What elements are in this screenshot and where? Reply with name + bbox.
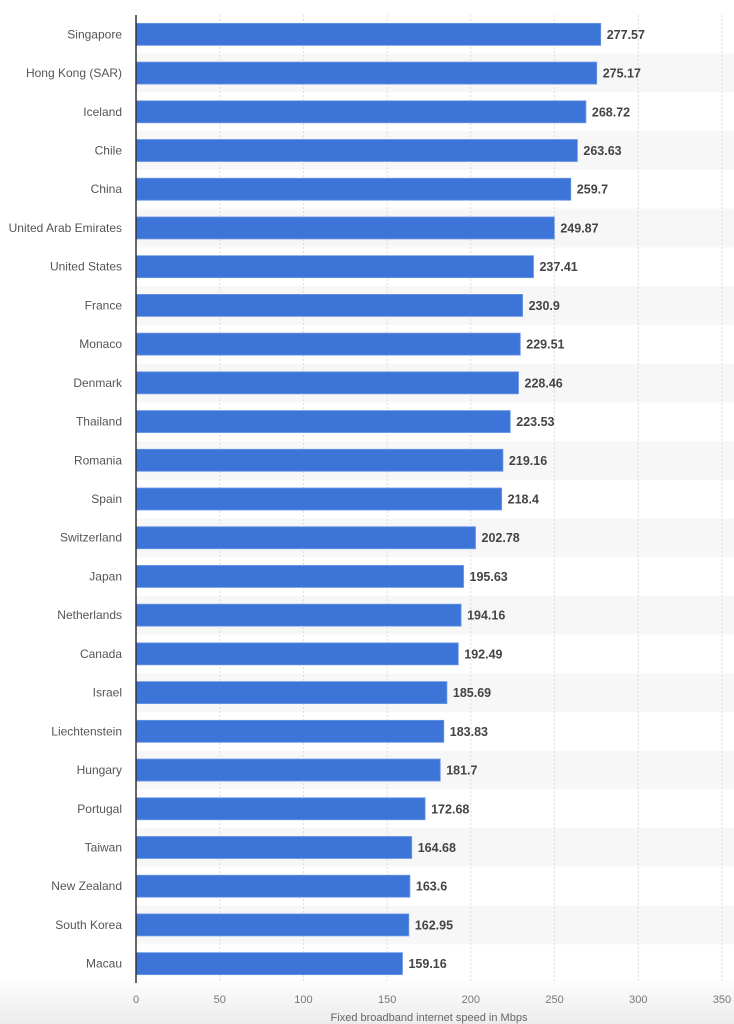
- data-label: 277.57: [607, 28, 645, 42]
- category-label: Hungary: [77, 763, 122, 777]
- data-label: 218.4: [508, 493, 539, 507]
- data-label: 183.83: [450, 725, 488, 739]
- category-label: France: [85, 298, 123, 312]
- data-label: 263.63: [583, 144, 621, 158]
- data-label: 185.69: [453, 686, 491, 700]
- bar[interactable]: [135, 293, 523, 317]
- bar[interactable]: [135, 565, 464, 588]
- data-label: 223.53: [516, 415, 554, 429]
- bar[interactable]: [135, 836, 413, 859]
- category-label: United States: [50, 260, 122, 274]
- category-label: Switzerland: [60, 531, 122, 545]
- bar[interactable]: [135, 22, 602, 46]
- bar[interactable]: [135, 139, 578, 162]
- data-label: 259.7: [577, 183, 608, 197]
- x-tick-label: 100: [294, 994, 312, 1006]
- bar[interactable]: [135, 216, 555, 240]
- bar[interactable]: [135, 952, 403, 976]
- bar[interactable]: [135, 758, 441, 782]
- data-label: 164.68: [418, 841, 456, 855]
- bar[interactable]: [135, 255, 534, 279]
- bar[interactable]: [135, 410, 511, 433]
- category-label: Chile: [95, 144, 123, 158]
- data-label: 162.95: [415, 918, 453, 932]
- data-label: 194.16: [467, 609, 505, 623]
- data-label: 159.16: [408, 957, 446, 971]
- x-tick-label: 50: [214, 994, 226, 1006]
- bar[interactable]: [135, 719, 445, 743]
- data-label: 181.7: [446, 764, 477, 778]
- category-label: Canada: [80, 647, 122, 661]
- bar[interactable]: [135, 913, 410, 937]
- bar[interactable]: [135, 526, 476, 550]
- x-tick-label: 250: [545, 994, 563, 1006]
- category-label: Thailand: [76, 415, 122, 429]
- category-label: Spain: [91, 492, 122, 506]
- x-tick-label: 0: [133, 994, 139, 1006]
- data-label: 268.72: [592, 105, 630, 119]
- category-label: Netherlands: [57, 608, 122, 622]
- category-label: New Zealand: [51, 879, 122, 893]
- bar[interactable]: [135, 797, 426, 821]
- x-tick-label: 150: [378, 994, 396, 1006]
- data-label: 202.78: [482, 531, 520, 545]
- data-label: 192.49: [464, 647, 502, 661]
- category-label: Hong Kong (SAR): [26, 66, 122, 80]
- data-label: 229.51: [526, 338, 564, 352]
- data-label: 195.63: [470, 570, 508, 584]
- data-label: 237.41: [539, 260, 577, 274]
- bar[interactable]: [135, 100, 587, 124]
- data-label: 228.46: [525, 376, 563, 390]
- bar[interactable]: [135, 332, 521, 356]
- bar[interactable]: [135, 642, 459, 666]
- category-label: Monaco: [79, 337, 122, 351]
- category-label: Taiwan: [85, 840, 122, 854]
- data-label: 275.17: [603, 67, 641, 81]
- data-label: 172.68: [431, 802, 469, 816]
- category-label: South Korea: [55, 918, 122, 932]
- category-label: Romania: [74, 453, 122, 467]
- category-label: Iceland: [83, 105, 122, 119]
- bar[interactable]: [135, 874, 411, 898]
- category-label: United Arab Emirates: [9, 221, 122, 235]
- category-label: Denmark: [73, 376, 123, 390]
- bar[interactable]: [135, 681, 448, 704]
- category-label: Macau: [86, 957, 122, 971]
- data-label: 163.6: [416, 880, 447, 894]
- category-label: Liechtenstein: [51, 724, 122, 738]
- x-tick-label: 200: [462, 994, 480, 1006]
- x-tick-label: 350: [713, 994, 731, 1006]
- bar[interactable]: [135, 61, 598, 85]
- bar[interactable]: [135, 177, 572, 201]
- x-tick-label: 300: [629, 994, 647, 1006]
- category-label: Singapore: [67, 27, 122, 41]
- data-label: 219.16: [509, 454, 547, 468]
- data-label: 249.87: [560, 221, 598, 235]
- category-label: Japan: [89, 569, 122, 583]
- data-label: 230.9: [529, 299, 560, 313]
- x-axis-title: Fixed broadband internet speed in Mbps: [331, 1012, 528, 1024]
- category-label: Israel: [93, 686, 122, 700]
- bar[interactable]: [135, 487, 503, 511]
- category-label: Portugal: [77, 802, 122, 816]
- category-label: China: [91, 182, 123, 196]
- bar[interactable]: [135, 371, 519, 395]
- bar[interactable]: [135, 448, 504, 472]
- bar[interactable]: [135, 603, 462, 627]
